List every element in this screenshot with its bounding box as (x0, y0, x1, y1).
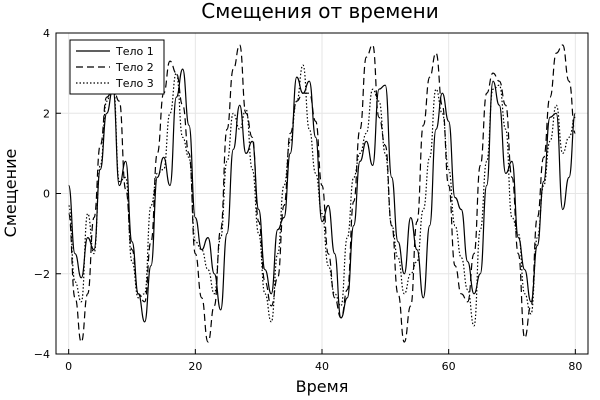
x-tick-label: 40 (315, 360, 329, 373)
chart-title: Смещения от времени (201, 0, 438, 23)
y-tick-label: 2 (43, 107, 50, 120)
series-group (68, 44, 576, 343)
y-tick-label: −4 (34, 348, 50, 361)
legend: Тело 1 Тело 2 Тело 3 (69, 39, 165, 95)
legend-label-3: Тело 3 (115, 77, 154, 90)
ticks-group: 0 20 40 60 80 −4 −2 0 2 4 (34, 27, 583, 373)
x-tick-label: 80 (568, 360, 582, 373)
series-line-2 (68, 44, 576, 343)
series-line-1 (68, 68, 576, 323)
x-tick-label: 20 (188, 360, 202, 373)
x-tick-label: 60 (442, 360, 456, 373)
series-line-3 (68, 64, 576, 327)
legend-label-1: Тело 1 (115, 45, 154, 58)
legend-box (69, 39, 165, 95)
y-tick-label: 0 (43, 188, 50, 201)
y-tick-label: −2 (34, 268, 50, 281)
y-tick-label: 4 (43, 27, 50, 40)
x-axis-label: Время (296, 377, 349, 396)
x-tick-label: 0 (65, 360, 72, 373)
y-axis-label: Смещение (1, 149, 20, 238)
legend-label-2: Тело 2 (115, 61, 154, 74)
